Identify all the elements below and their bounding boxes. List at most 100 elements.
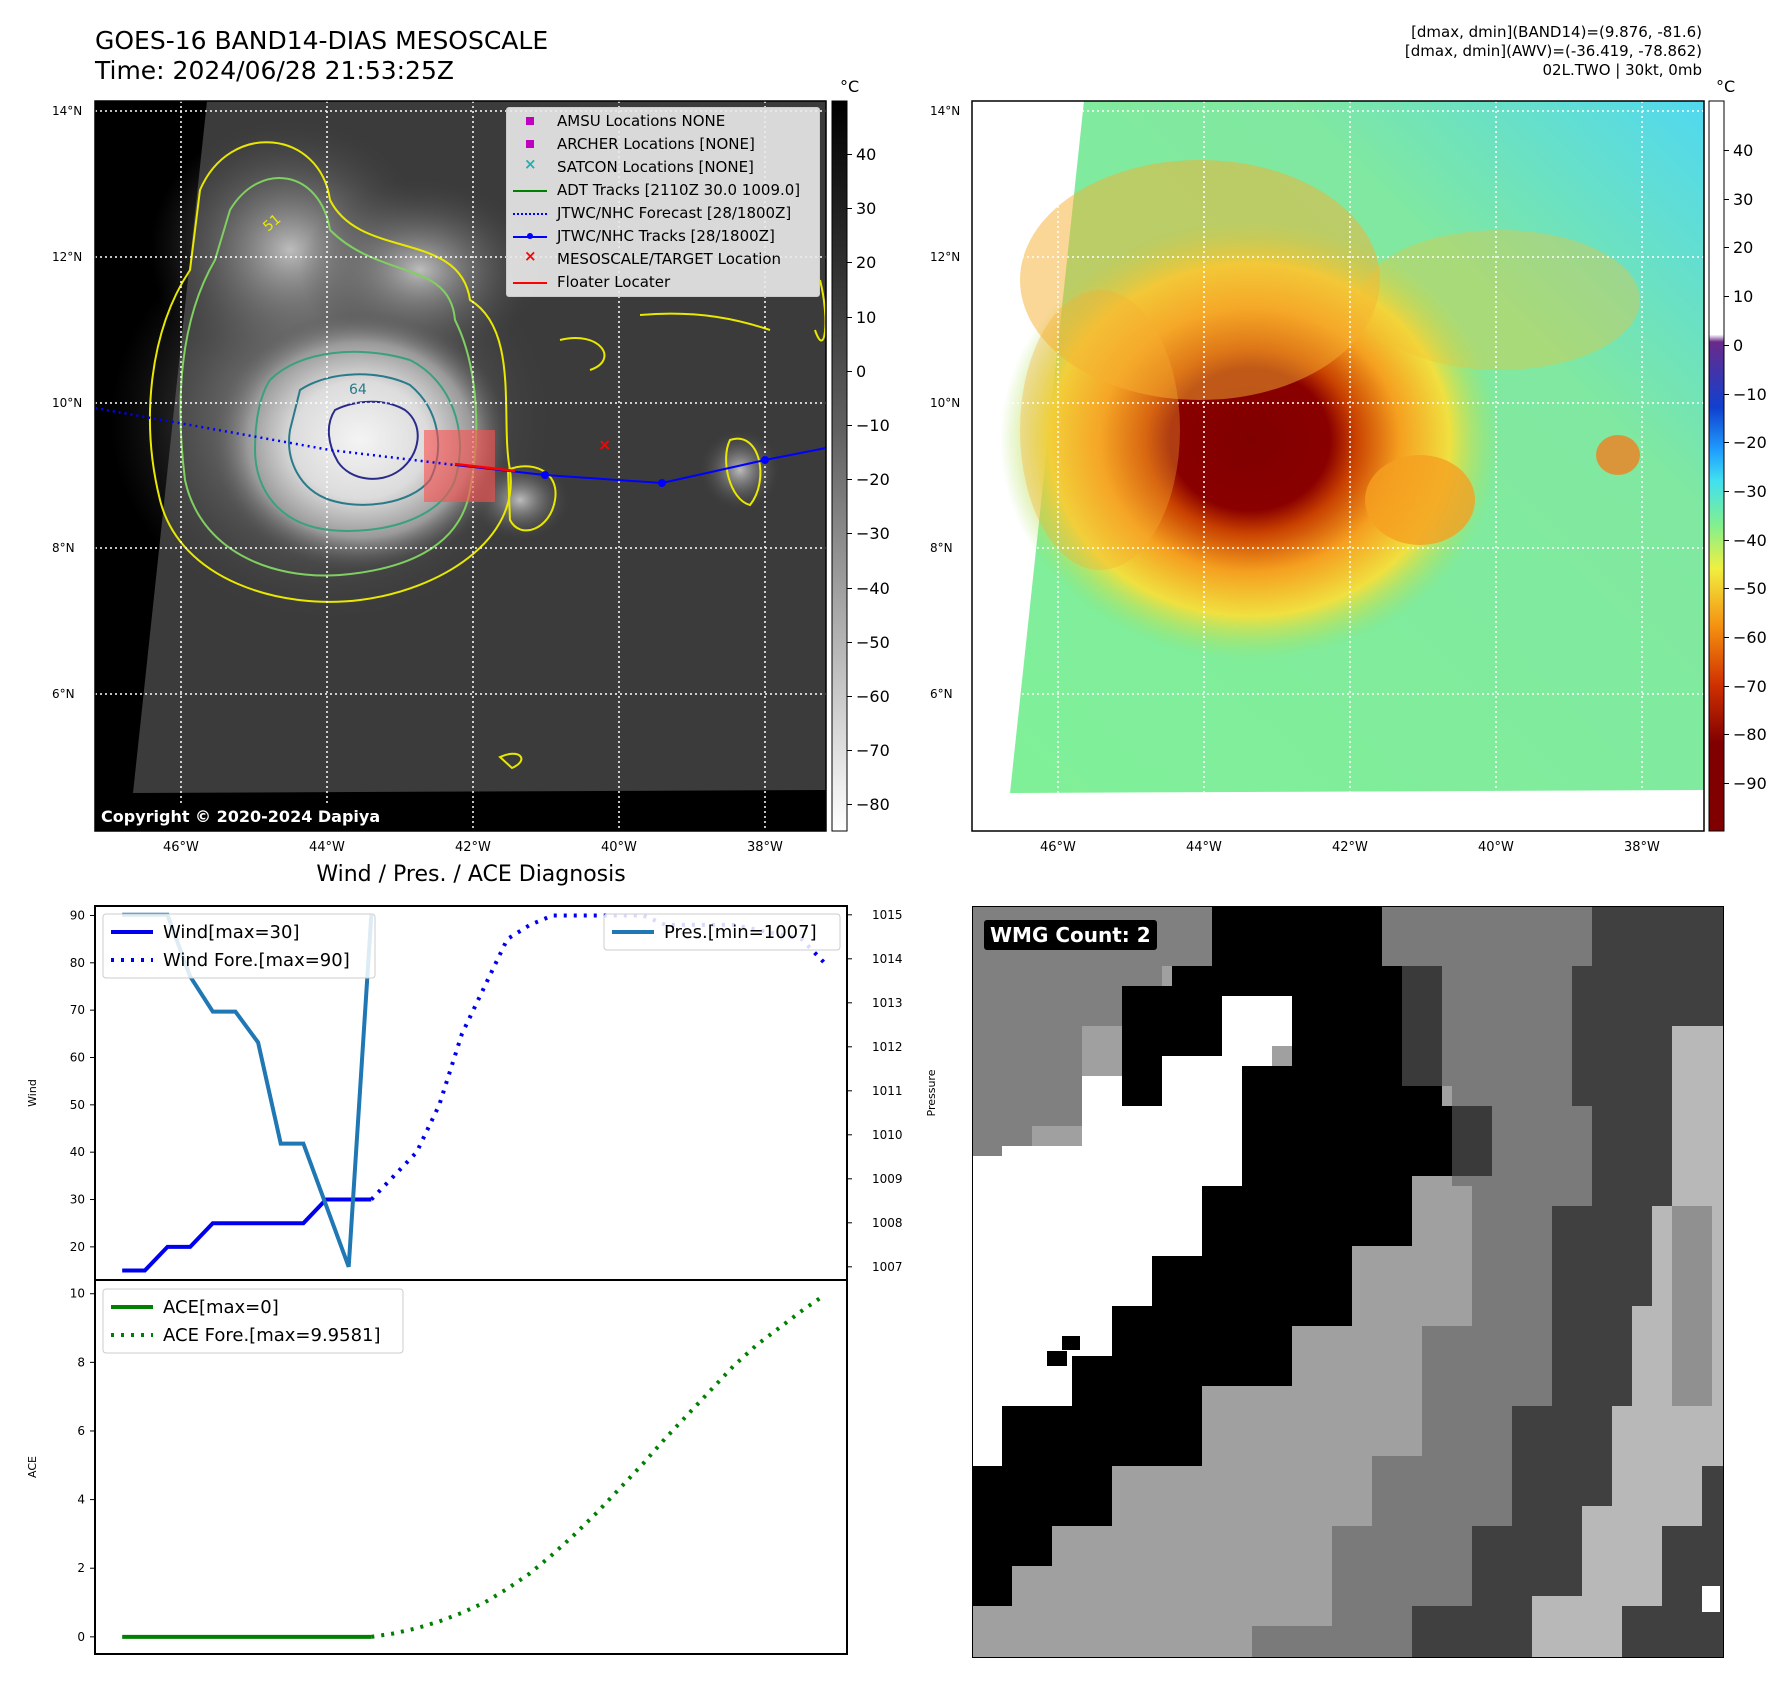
target-marker: × [598,435,611,454]
floater-locater-line [454,462,516,473]
panel4-wmg [972,906,1724,1658]
legend-label: Pres.[min=1007] [664,922,817,943]
colorbar-tick-label: −60 [856,687,890,706]
legend-marker-line [513,190,547,192]
ace-tick-label: 2 [77,1561,85,1575]
pressure-tick-label: 1014 [872,952,903,966]
colorbar-tick-label: −20 [1733,433,1767,453]
legend-marker-line [513,282,547,284]
colorbar-tick-label: −90 [1733,774,1767,794]
colorbar-tick-label: −80 [1733,725,1767,745]
wind-forecast-line [369,913,826,1201]
colorbar-tick-label: −70 [856,741,890,761]
pressure-tick-label: 1013 [872,996,903,1010]
lat-label: 14°N [930,104,961,118]
colorbar-tick-label: 30 [1733,189,1754,209]
copyright-label: Copyright © 2020-2024 Dapiya [95,805,387,828]
colorbar-tick-label: −30 [1733,481,1767,501]
wind-tick-label: 90 [70,908,85,922]
legend-label: Wind Fore.[max=90] [163,950,350,971]
wind-axis-label: Wind [26,1079,39,1107]
legend-label: ADT Tracks [2110Z 30.0 1009.0] [557,181,801,199]
colorbar-tick-mark [847,533,852,535]
pressure-tick-label: 1015 [872,908,903,922]
colorbar-tick-mark [1724,296,1729,298]
forecast-track [95,406,456,467]
colorbar-tick-label: −40 [1733,530,1767,550]
lat-label: 12°N [52,250,83,264]
colorbar-tick-label: −50 [1733,579,1767,599]
panel2-map [971,100,1725,832]
legend-marker-square [526,117,534,125]
colorbar-tick-mark [1724,490,1729,492]
legend-marker-square [526,140,534,148]
legend-label: JTWC/NHC Forecast [28/1800Z] [557,204,792,222]
ace-axes-frame [94,1279,848,1655]
lon-label: 46°W [163,840,199,855]
colorbar-tick-mark [1724,588,1729,590]
colorbar-tick-label: 10 [1733,287,1754,307]
colorbar-tick-label: −40 [856,578,890,598]
panel3-chart: 9080706050403020101510141013101210111010… [26,905,938,1655]
legend-item: × SATCON Locations [NONE] [513,155,813,178]
ace-tick-label: 8 [77,1355,85,1369]
pressure-tick-label: 1007 [872,1260,903,1274]
legend-item: JTWC/NHC Forecast [28/1800Z] [513,204,813,224]
pressure-axis-label: Pressure [925,1069,938,1116]
panel1-colorbar-unit: °C [840,77,860,96]
legend-label: MESOSCALE/TARGET Location [557,250,782,268]
legend-marker-dotted [513,213,547,215]
lon-label: 44°W [1186,840,1222,855]
pressure-legend [603,913,841,951]
legend-marker-x: × [524,247,537,265]
legend-item: AMSU Locations NONE [513,112,813,132]
colorbar-tick-label: 40 [856,145,877,164]
colorbar-tick-mark [847,479,852,481]
colorbar-tick-mark [847,425,852,426]
wmg-count-label: WMG Count: 2 [984,920,1157,950]
colorbar-tick-mark [1724,198,1729,200]
colorbar-tick-mark [1724,442,1729,444]
pressure-tick-label: 1011 [872,1084,903,1098]
colorbar-tick-mark [1724,637,1729,638]
legend-label: Floater Locater [557,273,671,291]
contour-label-64: 64 [349,382,367,398]
colorbar-tick-label: 0 [856,361,867,381]
panel2-header-line2: [dmax, dmin](AWV)=(-36.419, -78.862) [1404,42,1702,60]
ace-tick-label: 10 [70,1287,85,1301]
colorbar-tick-mark [847,154,852,155]
ace-tick-label: 4 [77,1493,85,1507]
legend-label: SATCON Locations [NONE] [557,158,754,176]
colorbar-tick-mark [847,696,852,697]
colorbar-tick-mark [847,587,852,589]
colorbar-tick-mark [1724,539,1729,541]
legend-label: AMSU Locations NONE [557,112,726,130]
colorbar-tick-mark [1724,734,1729,736]
colorbar-tick-mark [847,804,852,806]
legend-item: JTWC/NHC Tracks [28/1800Z] [513,227,813,247]
colorbar-tick-mark [1724,150,1729,151]
legend-item: ARCHER Locations [NONE] [513,135,813,155]
lat-label: 6°N [930,687,953,701]
colorbar-tick-label: 10 [856,307,877,327]
colorbar-tick-label: −50 [856,632,890,652]
colorbar-tick-mark [847,750,852,752]
wind-tick-label: 80 [70,956,85,970]
panel2-colorbar-unit: °C [1716,77,1736,96]
panel2-header: [dmax, dmin](BAND14)=(9.876, -81.6) [dma… [1202,23,1702,80]
legend-label: Wind[max=30] [163,922,300,943]
pressure-tick-label: 1009 [872,1172,903,1186]
lat-label: 10°N [52,396,83,410]
panel3-title: Wind / Pres. / ACE Diagnosis [316,862,626,887]
wind-tick-label: 40 [70,1145,85,1159]
legend-item: ADT Tracks [2110Z 30.0 1009.0] [513,181,813,201]
legend-item: × MESOSCALE/TARGET Location [513,247,813,270]
colorbar-tick-label: −60 [1733,628,1767,647]
panel2-colorbar [1708,100,1725,832]
colorbar-tick-label: −70 [1733,676,1767,696]
colorbar-tick-label: −30 [856,524,890,544]
colorbar-tick-label: −10 [1733,384,1767,404]
lat-label: 8°N [52,541,75,555]
wind-legend [102,913,376,979]
wind-tick-label: 20 [70,1240,85,1254]
